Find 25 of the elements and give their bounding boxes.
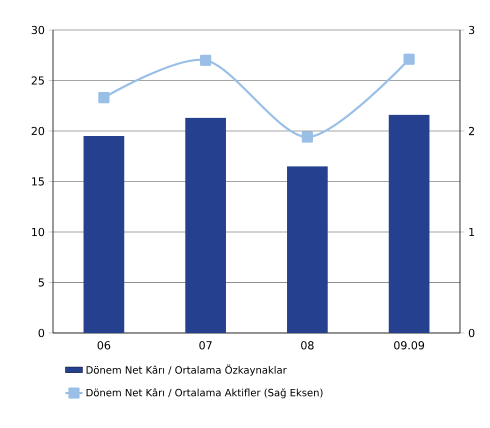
y-tick-label: 10 <box>32 228 44 236</box>
legend-label: Dönem Net Kârı / Ortalama Özkaynaklar <box>86 364 287 376</box>
x-tick-label: 08 <box>301 341 314 350</box>
bar <box>287 166 328 333</box>
y-tick-label: 5 <box>38 278 44 287</box>
point <box>302 131 313 143</box>
y2-tick-label: 3 <box>468 26 474 34</box>
x-tick-label: 06 <box>98 341 110 350</box>
legend-label: Dönem Net Kârı / Ortalama Aktifler (Sağ Eksen) <box>86 388 323 398</box>
point <box>200 54 212 66</box>
bar <box>388 114 430 333</box>
y2-tick-label: 2 <box>468 126 474 136</box>
y-tick-label: 20 <box>32 126 44 136</box>
point <box>404 54 415 65</box>
y-tick-label: 0 <box>38 328 44 338</box>
bar <box>185 118 226 333</box>
y2-tick-label: 0 <box>468 328 474 338</box>
y-tick-label: 25 <box>32 76 44 85</box>
x-tick-label: 07 <box>199 341 212 350</box>
y-tick-label: 15 <box>32 177 44 186</box>
point <box>98 92 110 104</box>
y2-tick-label: 1 <box>469 228 474 236</box>
y-tick-label: 30 <box>32 26 44 34</box>
bar <box>84 136 124 333</box>
x-tick-label: 09.09 <box>394 341 424 350</box>
